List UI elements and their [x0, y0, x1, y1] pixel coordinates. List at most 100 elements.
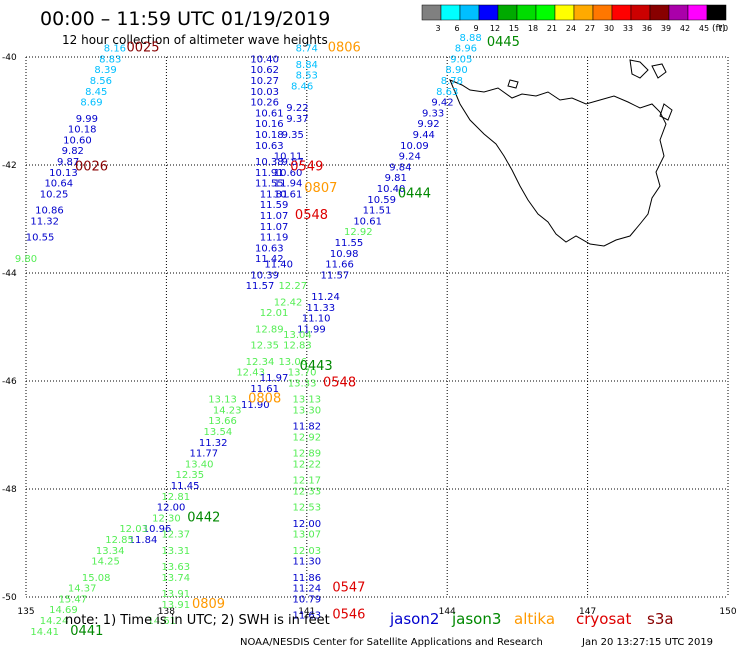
swh-value: 13.40 — [185, 459, 214, 470]
legend-cryosat: cryosat — [576, 610, 631, 628]
colorbar-swatch — [516, 4, 537, 21]
swh-value: 11.19 — [260, 233, 289, 244]
swh-value: 13.13 — [208, 395, 237, 406]
swh-value: 12.01 — [260, 308, 289, 319]
swh-value: 11.94 — [274, 179, 303, 190]
y-tick-label: -50 — [2, 593, 17, 603]
swh-value: 11.66 — [325, 260, 354, 271]
swh-value: 10.79 — [292, 594, 321, 605]
pass-time-label: 0809 — [192, 597, 225, 612]
colorbar-unit: (ft) — [712, 24, 726, 34]
swh-value: 9.99 — [76, 114, 98, 125]
swh-value: 11.84 — [129, 535, 158, 546]
colorbar-swatch — [611, 4, 632, 21]
swh-value: 11.32 — [199, 438, 228, 449]
swh-value: 10.59 — [367, 195, 396, 206]
swh-value: 12.92 — [344, 227, 373, 238]
swh-value: 13.13 — [292, 395, 321, 406]
y-tick-label: -44 — [2, 269, 17, 279]
x-tick-label: 138 — [158, 607, 175, 617]
swh-value: 10.60 — [274, 168, 303, 179]
swh-value: 13.74 — [161, 573, 190, 584]
swh-value: 10.61 — [255, 108, 284, 119]
swh-value: 10.98 — [330, 249, 359, 260]
swh-value: 10.16 — [255, 119, 284, 130]
swh-value: 14.69 — [49, 605, 78, 616]
swh-value: 13.06 — [278, 357, 307, 368]
swh-value: 11.30 — [292, 557, 321, 568]
swh-value: 12.53 — [292, 503, 321, 514]
swh-value: 8.90 — [445, 65, 467, 76]
colorbar-tick: 24 — [566, 24, 576, 33]
swh-value: 10.64 — [44, 179, 73, 190]
pass-time-label: 0442 — [187, 510, 220, 525]
colorbar-tick: 42 — [680, 24, 690, 33]
swh-value: 11.55 — [335, 238, 364, 249]
swh-value: 12.43 — [236, 368, 265, 379]
swh-value: 11.10 — [302, 314, 331, 325]
y-tick-label: -46 — [2, 377, 17, 387]
colorbar-swatch — [573, 4, 594, 21]
swh-value: 11.57 — [246, 281, 275, 292]
swh-value: 8.39 — [94, 65, 116, 76]
colorbar-swatch — [478, 4, 499, 21]
swh-value: 12.03 — [119, 524, 148, 535]
pass-time-label: 0807 — [304, 181, 337, 196]
colorbar-tick: 45 — [699, 24, 709, 33]
colorbar-swatch — [592, 4, 613, 21]
swh-value: 13.70 — [288, 368, 317, 379]
swh-value: 10.11 — [274, 152, 303, 163]
swh-value: 8.84 — [296, 60, 318, 71]
swh-value: 8.69 — [80, 98, 102, 109]
pass-time-label: 0441 — [70, 624, 103, 639]
swh-value: 10.39 — [250, 270, 279, 281]
swh-value: 11.24 — [292, 584, 321, 595]
colorbar-tick: 33 — [623, 24, 633, 33]
swh-value: 8.46 — [291, 81, 313, 92]
swh-value: 13.31 — [161, 546, 190, 557]
swh-value: 10.09 — [400, 141, 429, 152]
swh-value: 8.53 — [296, 71, 318, 82]
swh-value: 10.40 — [250, 54, 279, 65]
colorbar-tick: 9 — [473, 24, 478, 33]
swh-value: 10.40 — [377, 184, 406, 195]
axis-labels: 135 138 141 144 147 150 -40 -42 -44 -46 -48 -50 — [2, 53, 737, 617]
swh-value: 11.57 — [321, 270, 350, 281]
swh-value: 9.87 — [57, 157, 79, 168]
swh-value: 10.96 — [143, 524, 172, 535]
pass-time-label: 0444 — [398, 186, 431, 201]
x-tick-label: 141 — [298, 607, 315, 617]
colorbar-tick: 27 — [585, 24, 595, 33]
swh-value: 10.26 — [250, 98, 279, 109]
swh-value: 12.89 — [292, 449, 321, 460]
swh-value: 11.07 — [260, 211, 289, 222]
swh-value: 12.81 — [161, 492, 190, 503]
swh-value: 11.63 — [292, 611, 321, 622]
swh-value: 12.92 — [292, 432, 321, 443]
swh-value: 11.33 — [307, 303, 336, 314]
swh-value: 12.03 — [292, 546, 321, 557]
map-grid — [25, 56, 729, 598]
colorbar-swatch — [535, 4, 556, 21]
swh-value: 13.91 — [161, 600, 190, 611]
swh-value: 11.55 — [255, 179, 284, 190]
swh-value: 11.82 — [292, 422, 321, 433]
colorbar-swatch — [706, 4, 727, 21]
x-tick-label: 147 — [579, 607, 596, 617]
satellite-legend: jason2 jason3 altika cryosat s3a — [389, 610, 674, 628]
swh-value: 14.61 — [147, 616, 176, 627]
pass-time-label: 0546 — [332, 608, 365, 623]
pass-time-label: 0806 — [328, 41, 361, 56]
swh-value: 8.83 — [99, 54, 121, 65]
swh-value: 9.84 — [389, 162, 411, 173]
x-tick-label: 144 — [439, 607, 456, 617]
swh-value: 11.97 — [260, 373, 289, 384]
colorbar-swatch — [459, 4, 480, 21]
swh-value: 12.22 — [292, 459, 321, 470]
pass-time-label: 0443 — [300, 359, 333, 374]
colorbar-tick: 3 — [435, 24, 440, 33]
y-tick-label: -48 — [2, 485, 17, 495]
tasmania-coastline — [449, 59, 673, 247]
swh-value: 9.33 — [422, 108, 444, 119]
